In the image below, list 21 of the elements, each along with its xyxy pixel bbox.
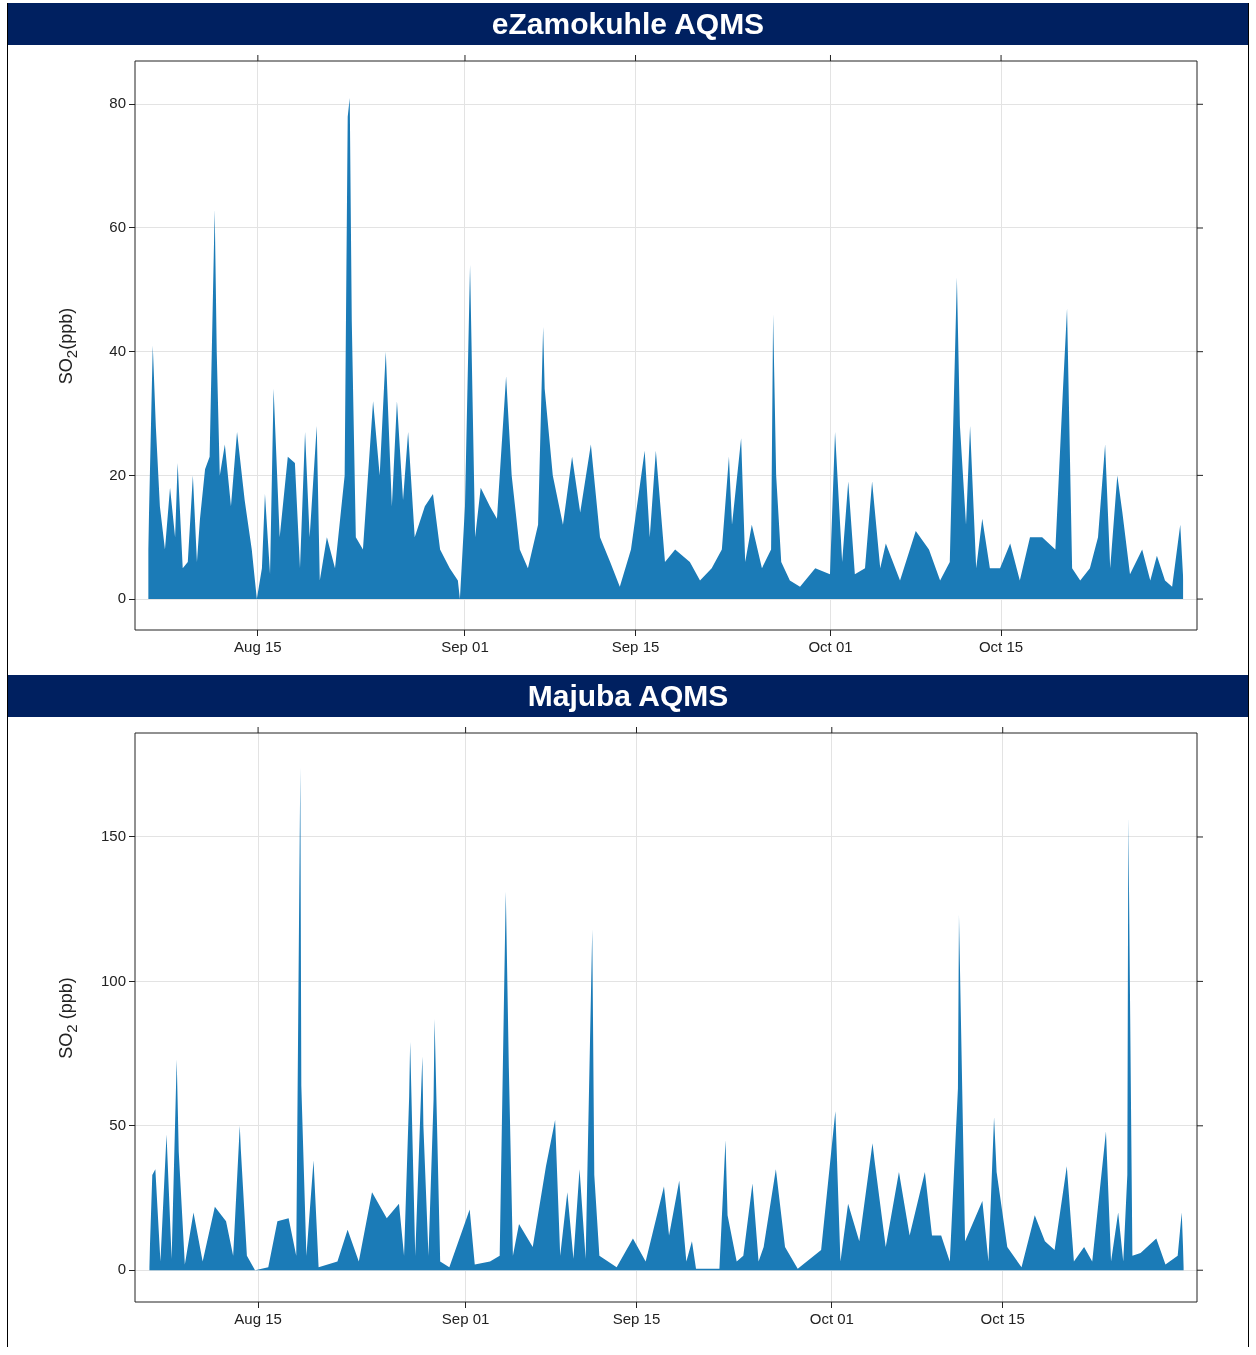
y-tick-label: 150 (100, 827, 126, 845)
x-tick-label: Oct 15 (980, 1310, 1025, 1328)
x-tick-label: Sep 01 (441, 1310, 490, 1328)
y-tick-label: 80 (109, 94, 126, 112)
y-tick-label: 20 (109, 465, 126, 483)
x-tick-label: Aug 15 (234, 638, 282, 656)
y-tick-label: 0 (117, 589, 126, 607)
x-tick-label: Oct 15 (978, 638, 1024, 656)
y-tick-label: 50 (109, 1115, 126, 1133)
x-tick-label: Sep 15 (612, 1310, 661, 1328)
x-tick-label: Sep 15 (611, 638, 660, 656)
x-tick-label: Sep 01 (441, 638, 489, 656)
x-tick-label: Aug 15 (234, 1310, 282, 1328)
y-tick-label: 60 (109, 218, 126, 236)
chart-title: Majuba AQMS (8, 675, 1248, 717)
x-tick-label: Oct 01 (808, 638, 853, 656)
y-tick-label: 40 (109, 341, 126, 359)
x-tick-label: Oct 01 (809, 1310, 854, 1328)
y-tick-label: 100 (100, 971, 126, 989)
y-tick-label: 0 (117, 1260, 126, 1278)
chart-title: eZamokuhle AQMS (8, 3, 1248, 45)
